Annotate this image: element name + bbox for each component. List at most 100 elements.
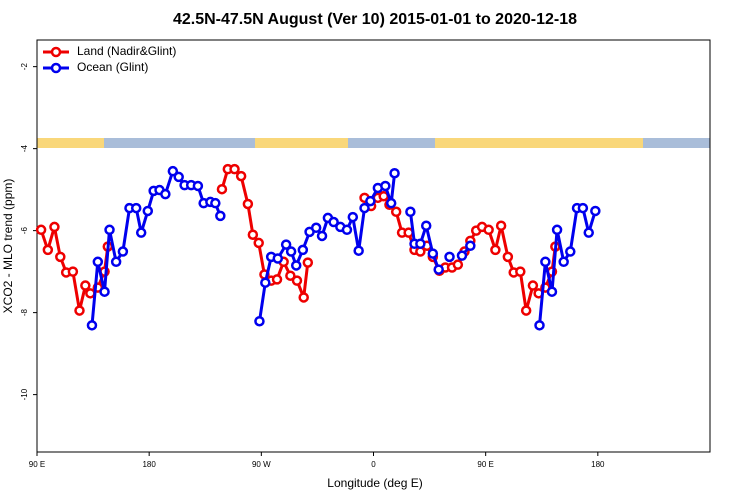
- data-point: [385, 197, 397, 209]
- data-point: [540, 256, 551, 268]
- data-point: [546, 286, 558, 297]
- data-point: [380, 180, 391, 192]
- data-point: [210, 197, 221, 209]
- ocean-band: [348, 138, 435, 148]
- data-point: [302, 257, 314, 268]
- data-point: [229, 163, 240, 175]
- data-point: [577, 202, 589, 214]
- data-point: [35, 224, 47, 236]
- legend: Land (Nadir&Glint) Ocean (Glint): [43, 44, 176, 74]
- x-axis-label: Longitude (deg E): [327, 476, 422, 490]
- y-tick-label: -8: [20, 309, 29, 317]
- data-point: [86, 320, 98, 331]
- data-point: [160, 188, 171, 200]
- data-point: [192, 180, 204, 192]
- data-point: [167, 165, 179, 177]
- ocean-band: [643, 138, 710, 148]
- data-point: [85, 288, 96, 299]
- data-point: [117, 246, 129, 257]
- x-tick-label: 90 W: [252, 460, 271, 469]
- ocean-band: [104, 138, 255, 148]
- data-point: [254, 315, 265, 327]
- data-point: [520, 305, 532, 316]
- data-point: [316, 230, 328, 242]
- data-point: [99, 286, 110, 297]
- data-point: [298, 292, 309, 303]
- data-point: [515, 266, 526, 277]
- y-tick-label: -2: [20, 63, 29, 71]
- data-point: [130, 202, 142, 214]
- data-point: [253, 237, 264, 249]
- data-point: [328, 216, 339, 228]
- data-point: [558, 256, 569, 268]
- data-point: [583, 227, 594, 238]
- data-point: [341, 224, 353, 236]
- data-point: [365, 195, 376, 207]
- data-point: [427, 248, 439, 259]
- data-point: [285, 246, 297, 257]
- data-point: [272, 253, 284, 264]
- data-point: [405, 206, 416, 218]
- data-point: [310, 222, 322, 234]
- data-point: [67, 266, 79, 277]
- data-point: [173, 171, 184, 183]
- data-point: [247, 229, 259, 240]
- data-point: [456, 250, 468, 261]
- legend-marker: [50, 62, 62, 74]
- data-point: [260, 277, 271, 288]
- y-tick-label: -10: [20, 388, 29, 400]
- data-point: [420, 220, 432, 231]
- data-point: [142, 205, 154, 217]
- y-axis-label: XCO2 - MLO trend (ppm): [1, 179, 15, 314]
- chart-title: 42.5N-47.5N August (Ver 10) 2015-01-01 t…: [173, 11, 577, 28]
- legend-marker: [50, 46, 62, 58]
- x-tick-label: 180: [142, 460, 156, 469]
- data-point: [465, 240, 476, 252]
- data-point: [297, 244, 309, 256]
- data-point: [216, 183, 228, 195]
- data-point: [271, 274, 283, 285]
- data-point: [495, 220, 507, 231]
- data-point: [42, 244, 54, 256]
- data-point: [55, 251, 66, 263]
- data-point: [215, 210, 226, 222]
- data-point: [444, 251, 455, 263]
- data-point: [110, 256, 122, 268]
- data-point: [590, 205, 601, 217]
- data-point: [74, 305, 85, 316]
- data-point: [389, 167, 400, 179]
- data-point: [92, 256, 104, 268]
- data-point: [347, 211, 359, 223]
- land-ocean-strip: [37, 138, 710, 148]
- series: [86, 165, 601, 331]
- data-point: [359, 202, 370, 214]
- y-tick-label: -6: [20, 227, 29, 235]
- x-tick-label: 0: [371, 460, 376, 469]
- legend-label: Ocean (Glint): [77, 60, 148, 74]
- data-point: [433, 264, 444, 275]
- x-tick-label: 90 E: [477, 460, 493, 469]
- data-point: [353, 245, 364, 256]
- data-point: [452, 259, 464, 270]
- data-point: [551, 224, 563, 236]
- y-tick-label: -4: [20, 145, 29, 153]
- data-point: [291, 275, 303, 286]
- data-point: [280, 239, 292, 250]
- data-point: [390, 206, 402, 218]
- data-point: [534, 320, 545, 331]
- data-point: [285, 270, 296, 281]
- data-point: [483, 224, 494, 236]
- legend-label: Land (Nadir&Glint): [77, 44, 176, 58]
- land-band: [37, 138, 104, 148]
- data-point: [235, 170, 247, 182]
- data-point: [527, 280, 539, 291]
- data-point: [502, 251, 514, 263]
- x-tick-label: 180: [591, 460, 605, 469]
- land-band: [255, 138, 348, 148]
- data-point: [565, 246, 576, 257]
- data-point: [242, 198, 254, 210]
- data-point: [80, 280, 91, 291]
- data-point: [415, 238, 426, 249]
- land-band: [435, 138, 643, 148]
